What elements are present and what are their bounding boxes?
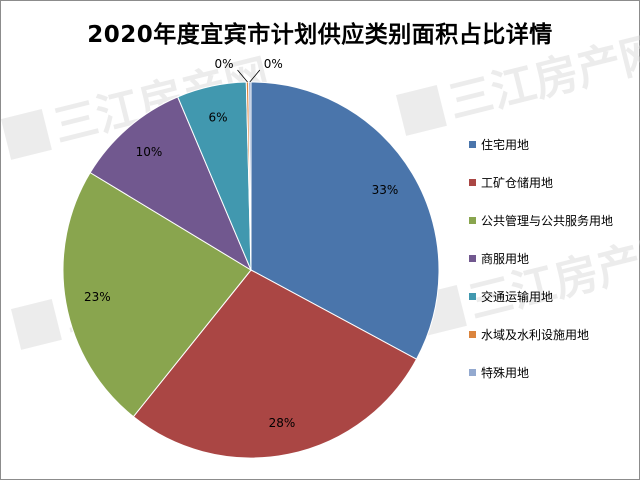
data-label: 0%: [264, 57, 283, 71]
watermark-logo-mark: [10, 298, 62, 350]
legend-label: 水域及水利设施用地: [481, 328, 590, 342]
watermark-text-bottom-right: 三江房产网: [464, 226, 640, 329]
leader-line: [249, 69, 261, 83]
watermark-bottom-right: 三江房产网: [415, 226, 640, 336]
data-label: 10%: [136, 145, 163, 159]
data-label: 33%: [372, 183, 399, 197]
legend-label: 公共管理与公共服务用地: [481, 214, 614, 228]
legend-label: 工矿仓储用地: [481, 176, 554, 190]
data-label: 6%: [208, 111, 227, 125]
watermark-logo-mark: [395, 84, 447, 136]
legend-label: 住宅用地: [481, 138, 530, 152]
legend-swatch: [469, 369, 476, 376]
legend-swatch: [469, 179, 476, 186]
legend-swatch: [469, 331, 476, 338]
pie-data-labels: 33% 28% 23% 10% 6% 0% 0%: [84, 57, 398, 430]
legend-label: 交通运输用地: [481, 290, 554, 304]
pie-slice: [89, 96, 253, 272]
pie-slices: [62, 81, 440, 459]
legend-swatch: [469, 255, 476, 262]
chart-title: 2020年度宜宾市计划供应类别面积占比详情: [87, 22, 553, 48]
pie-slice: [62, 171, 252, 418]
data-label: 0%: [214, 57, 233, 71]
legend-label: 特殊用地: [481, 366, 530, 380]
watermark-logo-mark: [0, 108, 52, 160]
leader-line: [237, 69, 248, 83]
data-label: 23%: [84, 290, 111, 304]
pie-slice: [132, 269, 418, 459]
legend-swatch: [469, 141, 476, 148]
data-label: 28%: [269, 416, 296, 430]
legend-swatch: [469, 293, 476, 300]
legend-label: 商服用地: [481, 252, 530, 266]
legend-swatch: [469, 217, 476, 224]
pie-slice: [250, 81, 440, 360]
